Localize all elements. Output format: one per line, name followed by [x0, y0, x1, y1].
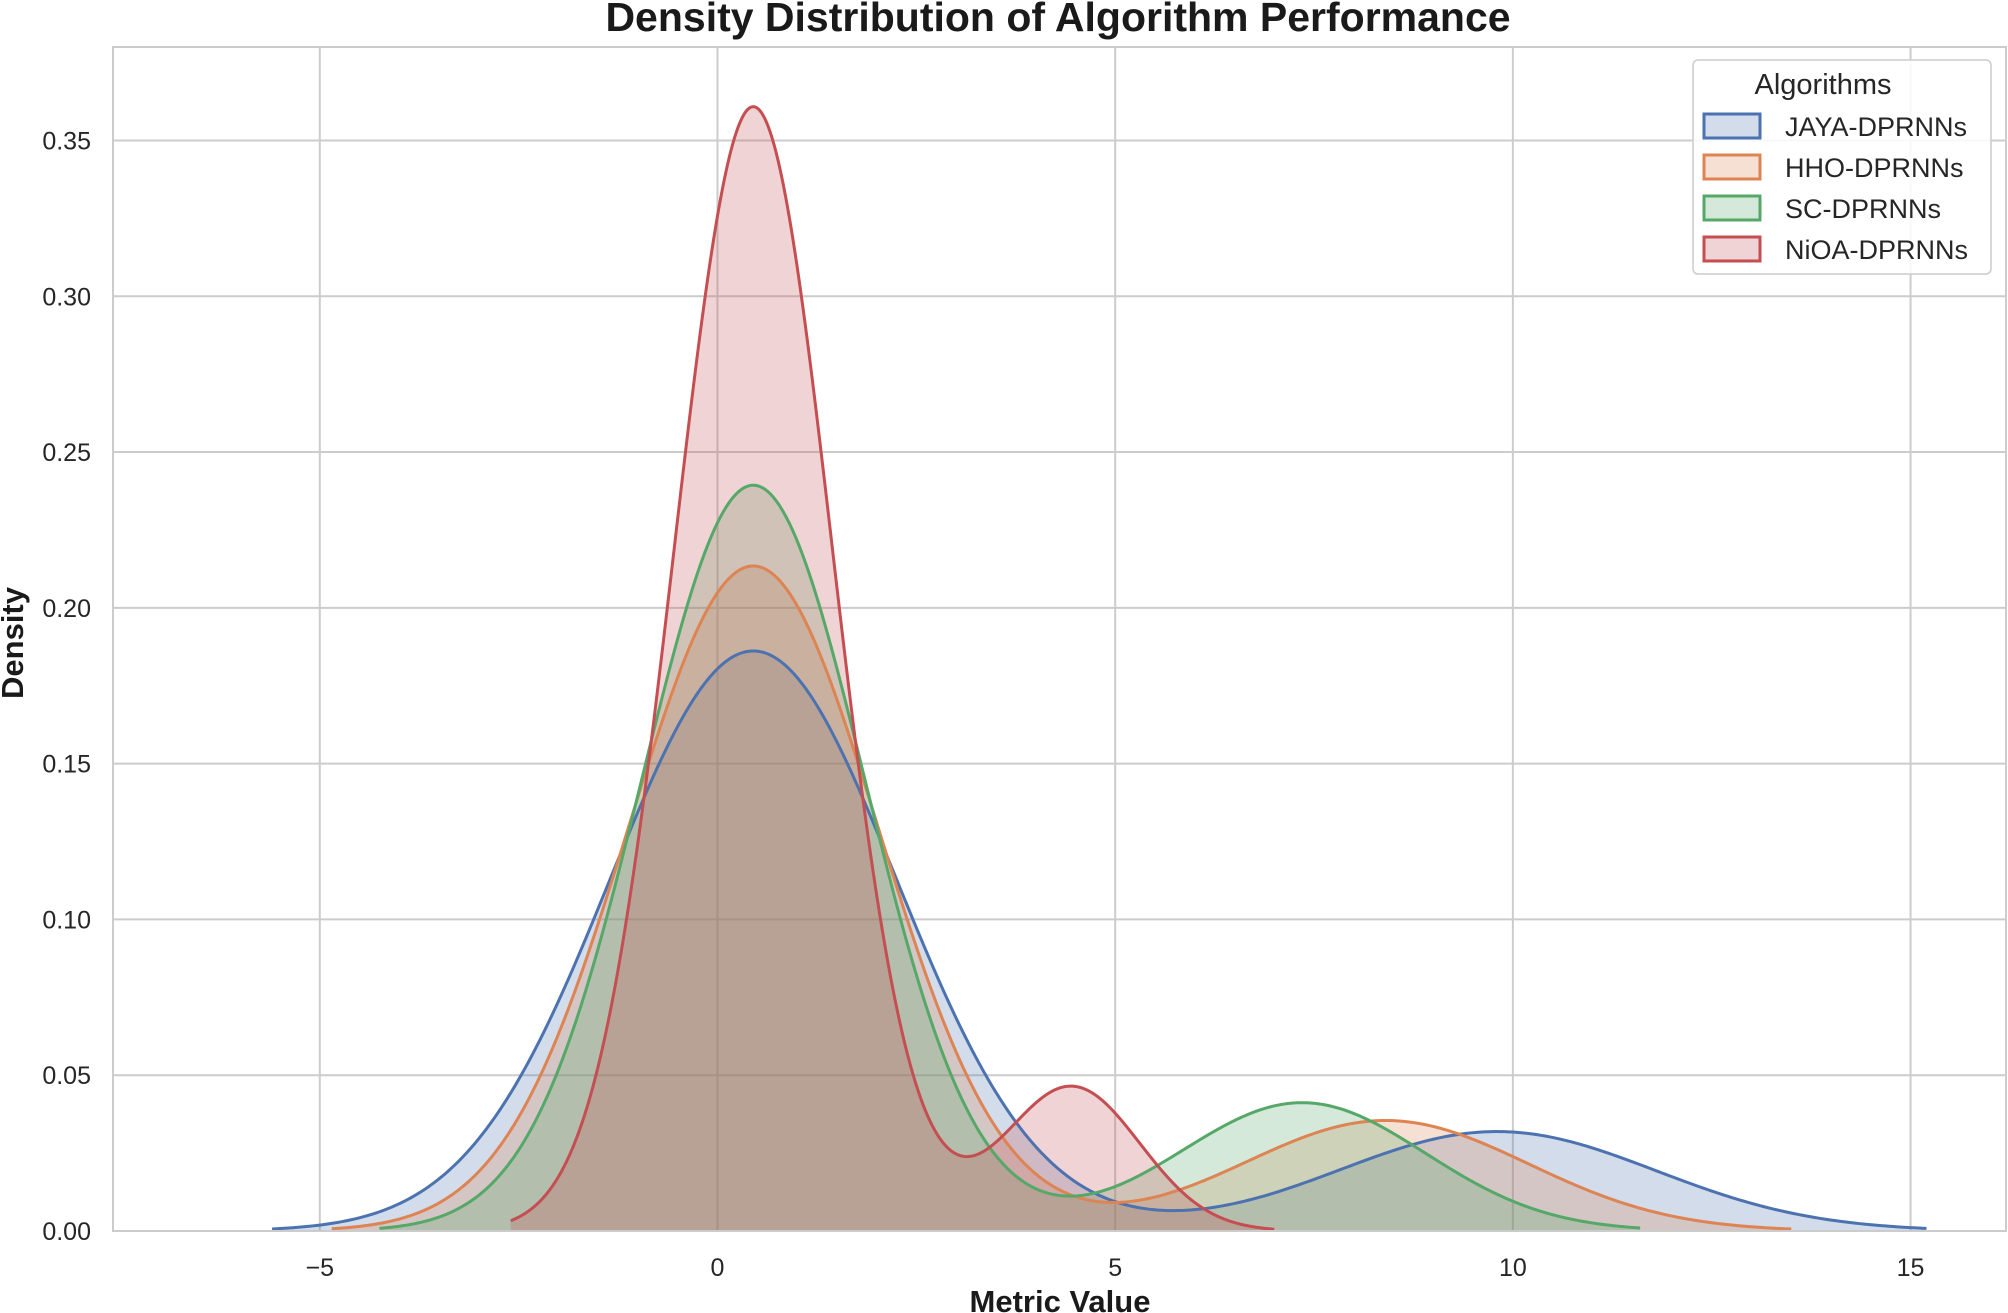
density-area-jaya-dprnns [272, 650, 1927, 1231]
chart-title: Density Distribution of Algorithm Perfor… [605, 0, 1510, 40]
legend-label-sc-dprnns: SC-DPRNNs [1785, 194, 1941, 224]
legend-label-nioa-dprnns: NiOA-DPRNNs [1785, 235, 1968, 265]
x-tick-label: 10 [1499, 1254, 1527, 1282]
density-line-sc-dprnns [379, 483, 1641, 1230]
legend-box [1692, 59, 1992, 275]
legend-label-jaya-dprnns: JAYA-DPRNNs [1785, 112, 1967, 142]
y-tick-label: 0.20 [42, 595, 91, 623]
x-tick-label: 15 [1897, 1254, 1925, 1282]
legend-swatch-nioa-dprnns [1702, 235, 1762, 263]
y-tick-labels: 0.00 0.05 0.10 0.15 0.20 0.25 0.30 0.35 [42, 127, 91, 1246]
legend-swatch-jaya-dprnns [1702, 112, 1762, 140]
x-tick-label: −5 [306, 1254, 335, 1282]
x-tick-labels: −5 0 5 10 15 [306, 1254, 1925, 1282]
x-tick-label: 0 [711, 1254, 725, 1282]
y-tick-label: 0.25 [42, 439, 91, 467]
y-tick-label: 0.05 [42, 1062, 91, 1090]
grid [113, 47, 2006, 1232]
y-tick-label: 0.35 [42, 127, 91, 155]
plot-frame [112, 46, 2007, 1232]
y-axis-label: Density [0, 586, 30, 699]
y-tick-label: 0.10 [42, 906, 91, 934]
legend-entries: JAYA-DPRNNs HHO-DPRNNs SC-DPRNNs NiOA-DPRNN… [1702, 112, 1968, 265]
density-lines [272, 105, 1927, 1231]
density-fills [272, 106, 1927, 1232]
legend-swatch-hho-dprnns [1702, 153, 1762, 181]
density-line-hho-dprnns [331, 564, 1792, 1231]
legend-swatch-sc-dprnns [1702, 194, 1762, 222]
y-tick-label: 0.30 [42, 283, 91, 311]
density-area-nioa-dprnns [510, 106, 1275, 1231]
y-tick-label: 0.00 [42, 1218, 91, 1246]
density-area-sc-dprnns [379, 485, 1641, 1232]
legend: Algorithms JAYA-DPRNNs HHO-DPRNNs SC-DPRNN… [1692, 59, 1992, 275]
density-line-nioa-dprnns [510, 105, 1275, 1231]
y-tick-label: 0.15 [42, 751, 91, 779]
density-line-jaya-dprnns [272, 649, 1927, 1231]
legend-label-hho-dprnns: HHO-DPRNNs [1785, 153, 1964, 183]
x-axis-label: Metric Value [970, 1284, 1151, 1313]
x-tick-label: 5 [1108, 1254, 1122, 1282]
legend-title: Algorithms [1755, 69, 1892, 101]
density-area-hho-dprnns [331, 566, 1792, 1231]
